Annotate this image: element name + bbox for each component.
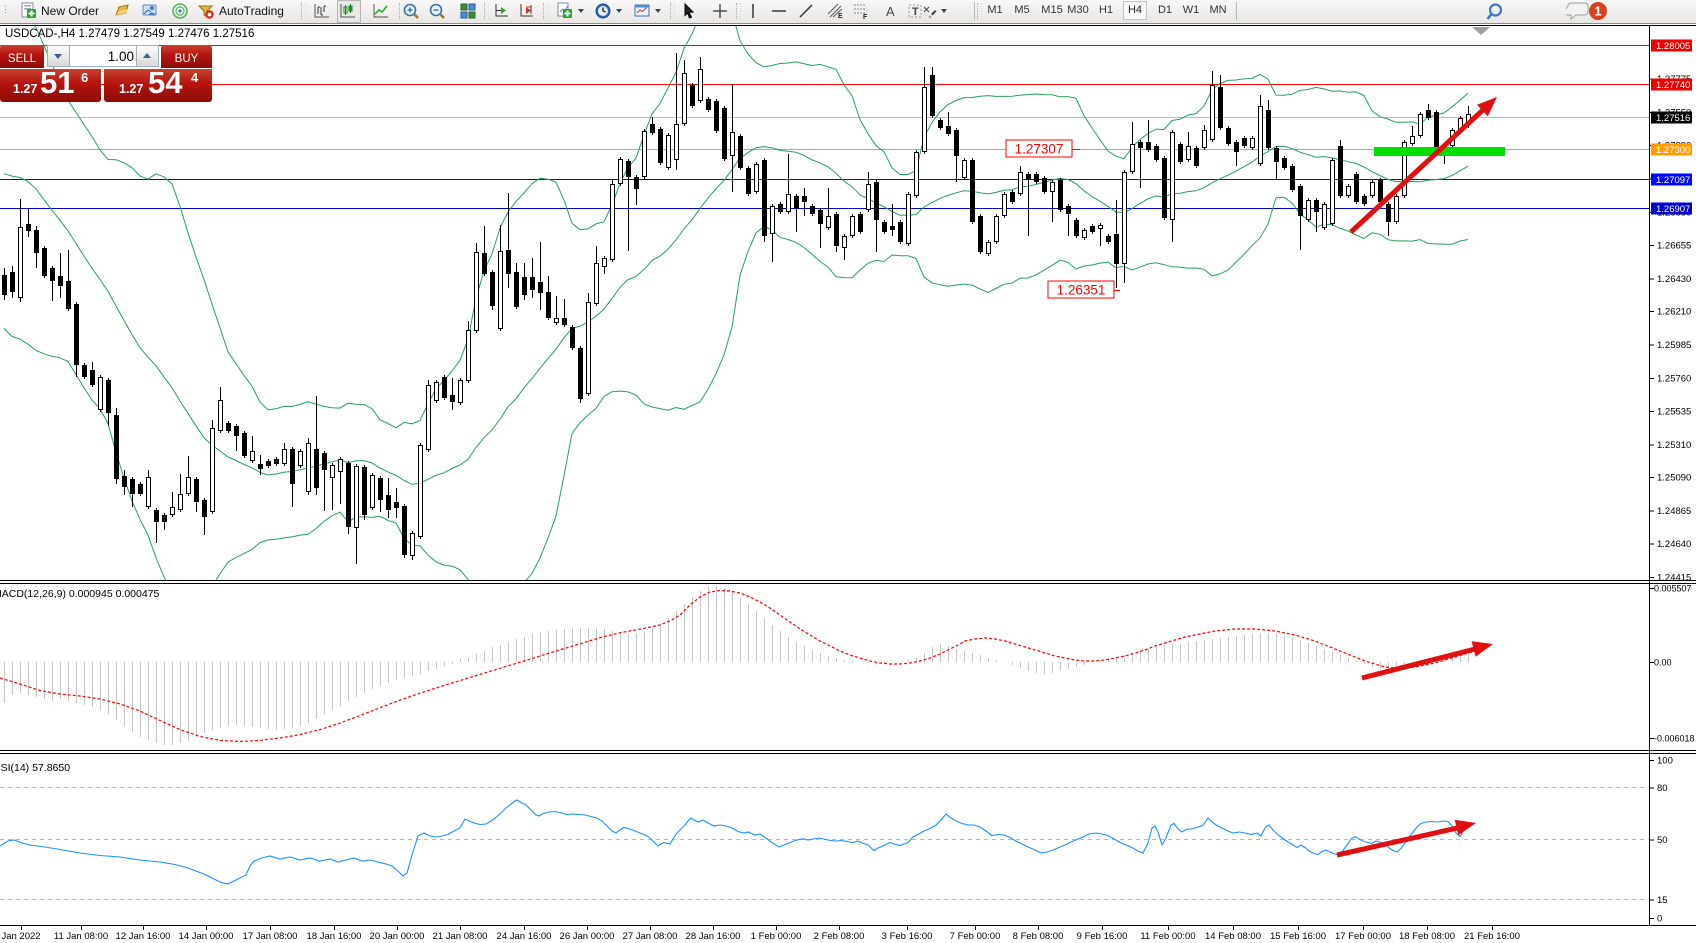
svg-text:MACD(12,26,9) 0.000945 0.00047: MACD(12,26,9) 0.000945 0.000475 [0, 588, 160, 600]
svg-text:Jan 2022: Jan 2022 [1, 931, 40, 942]
svg-text:18 Jan 16:00: 18 Jan 16:00 [307, 931, 362, 942]
svg-text:A: A [886, 4, 895, 19]
svg-text:1.27307: 1.27307 [1015, 142, 1064, 157]
svg-text:28 Jan 16:00: 28 Jan 16:00 [686, 931, 741, 942]
svg-text:1.26655: 1.26655 [1657, 241, 1691, 252]
svg-text:1.25760: 1.25760 [1657, 373, 1691, 384]
svg-text:1.25985: 1.25985 [1657, 340, 1691, 351]
svg-text:1.27300: 1.27300 [1656, 145, 1690, 156]
svg-text:USDCAD-,H4 1.27479 1.27549 1.: USDCAD-,H4 1.27479 1.27549 1.27476 1.275… [5, 28, 254, 40]
svg-text:24 Jan 16:00: 24 Jan 16:00 [497, 931, 552, 942]
svg-text:F: F [863, 14, 868, 20]
svg-text:E: E [838, 13, 843, 20]
svg-text:1.27516: 1.27516 [1656, 113, 1690, 124]
svg-text:-0.006018: -0.006018 [1654, 734, 1695, 744]
svg-text:80: 80 [1657, 783, 1668, 794]
svg-text:12 Jan 16:00: 12 Jan 16:00 [116, 931, 171, 942]
svg-text:0: 0 [1657, 914, 1662, 925]
svg-text:7 Feb 00:00: 7 Feb 00:00 [950, 931, 1001, 942]
svg-text:8 Feb 08:00: 8 Feb 08:00 [1013, 931, 1064, 942]
svg-text:1 Feb 00:00: 1 Feb 00:00 [751, 931, 802, 942]
svg-text:14 Feb 08:00: 14 Feb 08:00 [1205, 931, 1261, 942]
svg-text:21 Feb 16:00: 21 Feb 16:00 [1464, 931, 1520, 942]
svg-text:1.26210: 1.26210 [1657, 307, 1691, 318]
svg-text:1: 1 [1594, 4, 1601, 19]
svg-text:3 Feb 16:00: 3 Feb 16:00 [882, 931, 933, 942]
svg-text:9 Feb 16:00: 9 Feb 16:00 [1077, 931, 1128, 942]
svg-text:2 Feb 08:00: 2 Feb 08:00 [814, 931, 865, 942]
svg-text:1.24640: 1.24640 [1657, 539, 1691, 550]
svg-text:1.25535: 1.25535 [1657, 407, 1691, 418]
svg-text:0.005507: 0.005507 [1654, 584, 1692, 594]
svg-text:15: 15 [1657, 895, 1668, 906]
svg-text:1.27740: 1.27740 [1656, 80, 1690, 91]
svg-text:1.25310: 1.25310 [1657, 440, 1691, 451]
svg-text:17 Feb 00:00: 17 Feb 00:00 [1335, 931, 1391, 942]
svg-text:RSI(14) 57.8650: RSI(14) 57.8650 [0, 762, 70, 774]
svg-text:0.00: 0.00 [1654, 658, 1672, 668]
svg-text:1.24415: 1.24415 [1657, 573, 1691, 584]
svg-text:1.26351: 1.26351 [1057, 283, 1106, 298]
svg-text:21 Jan 08:00: 21 Jan 08:00 [433, 931, 488, 942]
svg-text:15 Feb 16:00: 15 Feb 16:00 [1270, 931, 1326, 942]
svg-text:T: T [912, 6, 919, 18]
svg-text:27 Jan 08:00: 27 Jan 08:00 [623, 931, 678, 942]
svg-text:17 Jan 08:00: 17 Jan 08:00 [243, 931, 298, 942]
svg-text:100: 100 [1657, 756, 1673, 767]
svg-text:18 Feb 08:00: 18 Feb 08:00 [1399, 931, 1455, 942]
svg-text:50: 50 [1657, 835, 1668, 846]
svg-text:11 Jan 08:00: 11 Jan 08:00 [54, 931, 108, 942]
svg-text:26 Jan 00:00: 26 Jan 00:00 [560, 931, 615, 942]
svg-text:1.25090: 1.25090 [1657, 473, 1691, 484]
svg-text:14 Jan 00:00: 14 Jan 00:00 [179, 931, 234, 942]
svg-text:1.26907: 1.26907 [1656, 204, 1690, 215]
svg-text:1.28005: 1.28005 [1656, 41, 1690, 52]
svg-text:1.24865: 1.24865 [1657, 506, 1691, 517]
svg-text:11 Feb 00:00: 11 Feb 00:00 [1140, 931, 1195, 942]
svg-text:20 Jan 00:00: 20 Jan 00:00 [370, 931, 425, 942]
svg-text:1.27097: 1.27097 [1656, 175, 1690, 186]
svg-text:1.26430: 1.26430 [1657, 274, 1691, 285]
